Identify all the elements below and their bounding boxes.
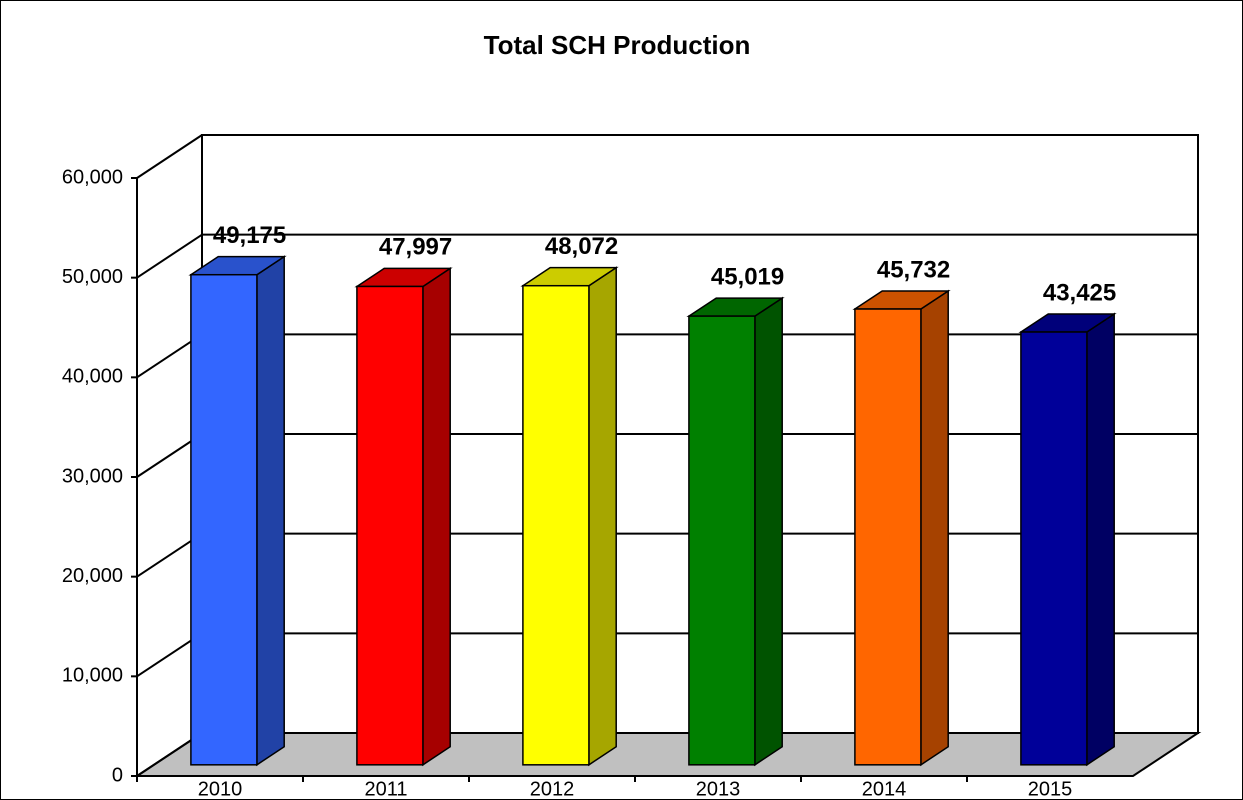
y-tick-label: 50,000 bbox=[62, 266, 123, 288]
bar-side bbox=[588, 266, 617, 767]
y-tick-label: 10,000 bbox=[62, 665, 123, 687]
bar-side bbox=[754, 296, 783, 767]
data-label: 43,425 bbox=[1043, 279, 1116, 306]
x-tick-label: 2012 bbox=[530, 778, 575, 800]
data-label: 45,732 bbox=[877, 256, 950, 283]
bar bbox=[522, 284, 590, 766]
side-grid-line bbox=[136, 134, 203, 179]
side-grid-line bbox=[136, 233, 203, 279]
x-tick-label: 2010 bbox=[198, 778, 243, 800]
bar-side bbox=[256, 255, 285, 767]
x-tick-label: 2014 bbox=[862, 778, 907, 800]
bar bbox=[1020, 331, 1088, 766]
x-tick-label: 2015 bbox=[1028, 778, 1073, 800]
bar bbox=[688, 315, 756, 766]
x-tick-label: 2011 bbox=[364, 778, 407, 800]
y-tick-label: 30,000 bbox=[62, 465, 123, 487]
y-tick-label: 20,000 bbox=[62, 565, 123, 587]
bar bbox=[854, 308, 922, 766]
data-label: 48,072 bbox=[545, 233, 618, 260]
bar-side bbox=[920, 289, 949, 767]
y-tick-label: 0 bbox=[112, 764, 123, 786]
bar bbox=[356, 285, 424, 766]
chart-title: Total SCH Production bbox=[484, 30, 751, 60]
bar-side bbox=[1086, 312, 1115, 767]
y-tick-label: 60,000 bbox=[62, 166, 123, 188]
data-label: 45,019 bbox=[711, 263, 784, 290]
data-label: 47,997 bbox=[379, 234, 452, 261]
bar-side bbox=[422, 266, 451, 767]
y-tick-label: 40,000 bbox=[62, 366, 123, 388]
bar bbox=[190, 273, 258, 766]
x-tick-label: 2013 bbox=[696, 778, 741, 800]
data-label: 49,175 bbox=[213, 222, 286, 249]
